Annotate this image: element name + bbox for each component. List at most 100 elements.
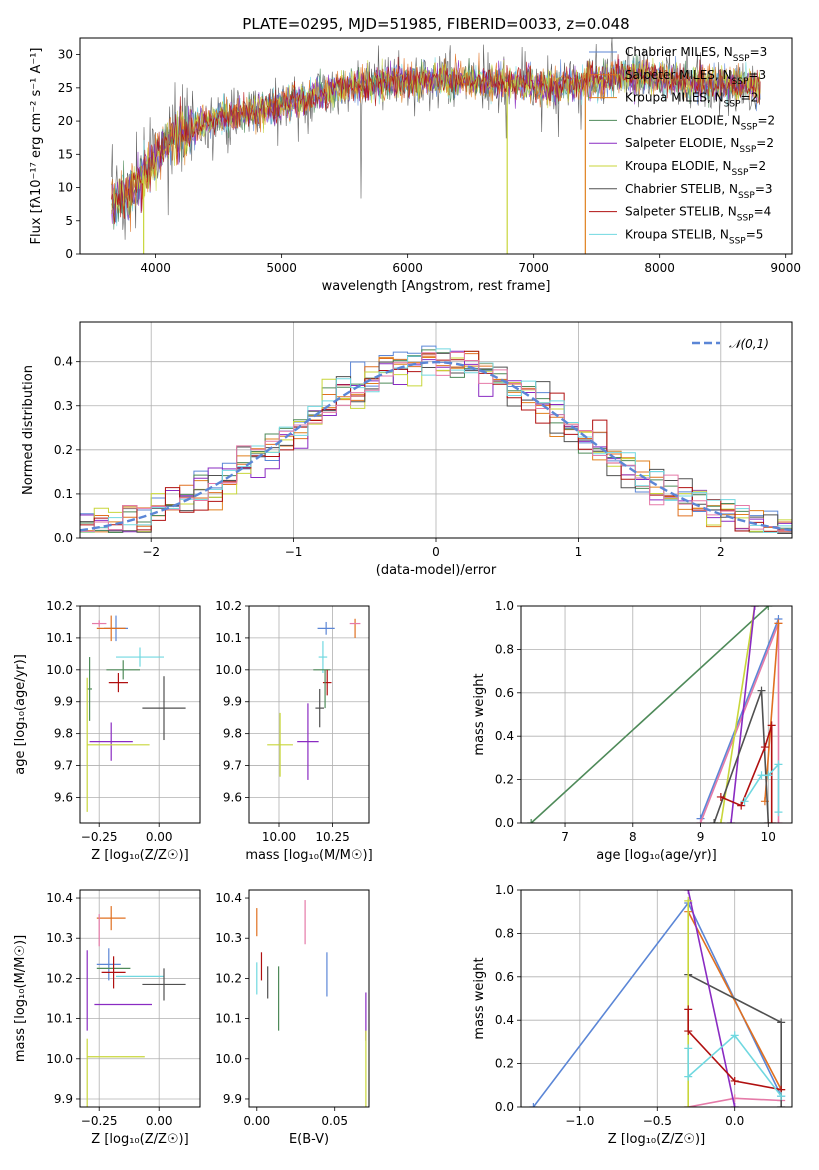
x-tick-label: −1.0 (565, 1114, 594, 1128)
residual-histogram (80, 351, 792, 532)
legend-subscript: SSP (729, 236, 746, 246)
mass-weight-marker (716, 819, 725, 823)
mass_weight_vs_Z-axes: −1.0 −0.5 0.0 0.0 0.2 0.4 0.6 0.8 1.0 Z [log₁₀(Z/… (472, 883, 793, 1147)
y-tick-label: 10.2 (215, 599, 242, 613)
mass-weight-marker (684, 896, 693, 905)
y-tick-label: 0.8 (495, 642, 514, 656)
y-tick-label: 9.9 (54, 695, 73, 709)
y-tick-label: 0.6 (495, 970, 514, 984)
y-tick-label: 25 (58, 81, 73, 95)
mass-weight-marker (527, 819, 536, 823)
legend-suffix: =2 (741, 91, 759, 105)
x-tick-label: 10 (761, 830, 776, 844)
mass-weight-marker (684, 890, 693, 894)
mass-weight-marker (684, 1044, 693, 1053)
mass_weight_vs_Z-ylabel: mass weight (472, 957, 487, 1039)
mass-weight-marker (730, 1076, 739, 1085)
mass_weight_vs_age-xlabel: age [log₁₀(age/yr)] (596, 848, 717, 863)
mass-weight-line (730, 606, 756, 823)
age_vs_Z-frame (79, 605, 201, 824)
errorbar-point (92, 620, 107, 627)
x-tick-label: 8 (629, 830, 637, 844)
errorbar-point (315, 688, 324, 728)
y-tick-label: 0.2 (54, 443, 73, 457)
x-tick-label: −1 (285, 545, 303, 559)
mass-weight-marker (774, 808, 783, 817)
y-tick-label: 5 (65, 214, 73, 228)
y-tick-label: 20 (58, 114, 73, 128)
x-tick-label: 7000 (518, 261, 549, 275)
mass-weight-marker (730, 1103, 739, 1107)
mass-weight-marker (757, 771, 766, 780)
mass-weight-marker (750, 606, 759, 610)
legend-subscript: SSP (741, 122, 758, 132)
age_vs_mass-xlabel: mass [log₁₀(M/M☉)] (245, 848, 372, 863)
residuals-axes: −2 −1 0 1 2 0.0 0.1 0.2 0.3 0.4 (data-model)/error… (21, 321, 793, 578)
mass-weight-marker (727, 819, 736, 823)
spectrum-ylabel: Flux [fλ10⁻¹⁷ erg cm⁻² s⁻¹ A⁻¹] (29, 48, 44, 245)
mass-weight-marker (737, 801, 746, 810)
legend-suffix: =5 (746, 227, 764, 241)
spectrum-axes: 4000 5000 6000 7000 8000 9000 0 5 10 15 20 25 30 wave… (29, 37, 801, 294)
x-tick-label: −2 (142, 545, 160, 559)
residuals-plot (80, 345, 792, 535)
y-tick-label: 9.6 (54, 790, 73, 804)
mass-weight-marker (760, 743, 769, 752)
mass_weight_vs_age-axes: 7 8 9 10 0.0 0.2 0.4 0.6 0.8 1.0 age [log₁₀(age/yr… (472, 599, 793, 863)
legend-entry: Chabrier STELIB, NSSP=3 (625, 182, 773, 201)
y-tick-label: 9.8 (223, 727, 242, 741)
y-tick-label: 10.2 (46, 599, 73, 613)
mass-weight-marker (764, 606, 773, 610)
mass_vs_Z-frame (79, 889, 201, 1108)
x-tick-label: 7 (561, 830, 569, 844)
age_vs_Z-grid (80, 605, 200, 823)
mass-weight-marker (764, 771, 773, 780)
x-tick-label: 10.25 (315, 830, 349, 844)
x-tick-label: 0.00 (146, 830, 173, 844)
mass-weight-line (687, 1034, 782, 1097)
mass-weight-marker (716, 792, 725, 801)
mass_vs_ebv-xlabel: E(B-V) (289, 1132, 329, 1147)
mass-weight-marker (774, 819, 783, 823)
y-tick-label: 10.4 (215, 891, 242, 905)
mass_vs_Z-grid (80, 890, 200, 1107)
mass-weight-marker (740, 797, 749, 806)
mass-weight-marker (767, 721, 776, 730)
mass_vs_ebv-frame (248, 889, 370, 1108)
mass-weight-marker (529, 1103, 538, 1107)
y-tick-label: 0 (65, 247, 73, 261)
y-tick-label: 0.0 (495, 816, 514, 830)
mass_vs_Z-axes: −0.25 0.00 9.9 10.0 10.1 10.2 10.3 10.4 Z [log₁₀… (13, 889, 201, 1147)
age_vs_mass-frame (248, 605, 370, 824)
legend-entry: 𝒩(0,1) (729, 337, 769, 351)
x-tick-label: −0.25 (81, 830, 118, 844)
age_vs_Z-xlabel: Z [log₁₀(Z/Z☉)] (91, 848, 188, 863)
mass-weight-marker (730, 1031, 739, 1040)
x-tick-label: 4000 (140, 261, 171, 275)
legend-entry: Chabrier ELODIE, NSSP=2 (625, 113, 775, 132)
legend-subscript: SSP (732, 168, 749, 178)
mass-weight-line (687, 890, 736, 1107)
age_vs_mass-grid (249, 605, 369, 823)
x-tick-label: −0.25 (81, 1114, 118, 1128)
age_vs_Z-ylabel: age [log₁₀(age/yr)] (13, 654, 28, 775)
errorbar-point (322, 669, 332, 696)
legend-subscript: SSP (739, 145, 756, 155)
x-tick-label: 2 (717, 545, 725, 559)
errorbar-point (318, 641, 328, 674)
legend-suffix: =2 (757, 113, 775, 127)
spectrum-series-line (111, 54, 761, 225)
normal-curve (80, 360, 792, 532)
y-tick-label: 10.2 (46, 971, 73, 985)
x-tick-label: 0.0 (725, 1114, 744, 1128)
mass-weight-line (530, 606, 769, 823)
legend-suffix: =3 (750, 45, 768, 59)
mass_weight_vs_age-frame (520, 605, 793, 824)
mass_weight_vs_age-plot (527, 606, 783, 823)
spectrum-xlabel: wavelength [Angstrom, rest frame] (322, 279, 551, 294)
legend-suffix: =3 (755, 182, 773, 196)
residuals-frame (79, 321, 793, 539)
legend-suffix: =2 (756, 136, 774, 150)
mass-weight-marker (777, 1018, 786, 1027)
x-tick-label: 9 (697, 830, 705, 844)
